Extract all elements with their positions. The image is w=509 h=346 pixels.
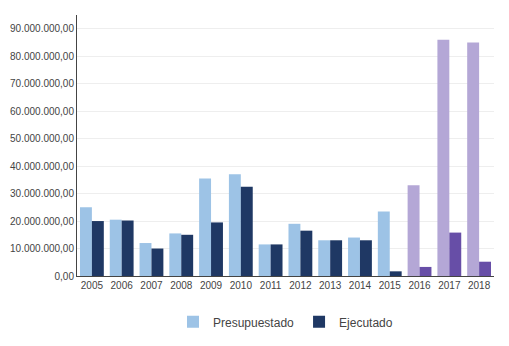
svg-text:2008: 2008 [170, 280, 193, 291]
svg-text:2012: 2012 [289, 280, 312, 291]
svg-text:2015: 2015 [379, 280, 402, 291]
svg-text:50.000.000,00: 50.000.000,00 [10, 133, 74, 144]
svg-text:70.000.000,00: 70.000.000,00 [10, 78, 74, 89]
svg-text:2014: 2014 [349, 280, 372, 291]
svg-text:2006: 2006 [111, 280, 134, 291]
svg-text:10.000.000,00: 10.000.000,00 [10, 243, 74, 254]
svg-text:20.000.000,00: 20.000.000,00 [10, 216, 74, 227]
svg-text:2018: 2018 [468, 280, 491, 291]
svg-text:2009: 2009 [200, 280, 223, 291]
svg-text:2011: 2011 [260, 280, 282, 291]
svg-text:80.000.000,00: 80.000.000,00 [10, 51, 74, 62]
svg-text:90.000.000,00: 90.000.000,00 [10, 23, 74, 34]
svg-text:2013: 2013 [319, 280, 342, 291]
svg-text:2010: 2010 [230, 280, 253, 291]
svg-text:2017: 2017 [438, 280, 461, 291]
svg-text:40.000.000,00: 40.000.000,00 [10, 161, 74, 172]
svg-text:0,00: 0,00 [55, 271, 75, 282]
svg-text:Ejecutado: Ejecutado [339, 316, 393, 330]
svg-text:Presupuestado: Presupuestado [213, 316, 294, 330]
svg-text:2007: 2007 [140, 280, 163, 291]
svg-text:30.000.000,00: 30.000.000,00 [10, 188, 74, 199]
svg-text:60.000.000,00: 60.000.000,00 [10, 106, 74, 117]
svg-text:2016: 2016 [408, 280, 431, 291]
svg-text:2005: 2005 [81, 280, 104, 291]
